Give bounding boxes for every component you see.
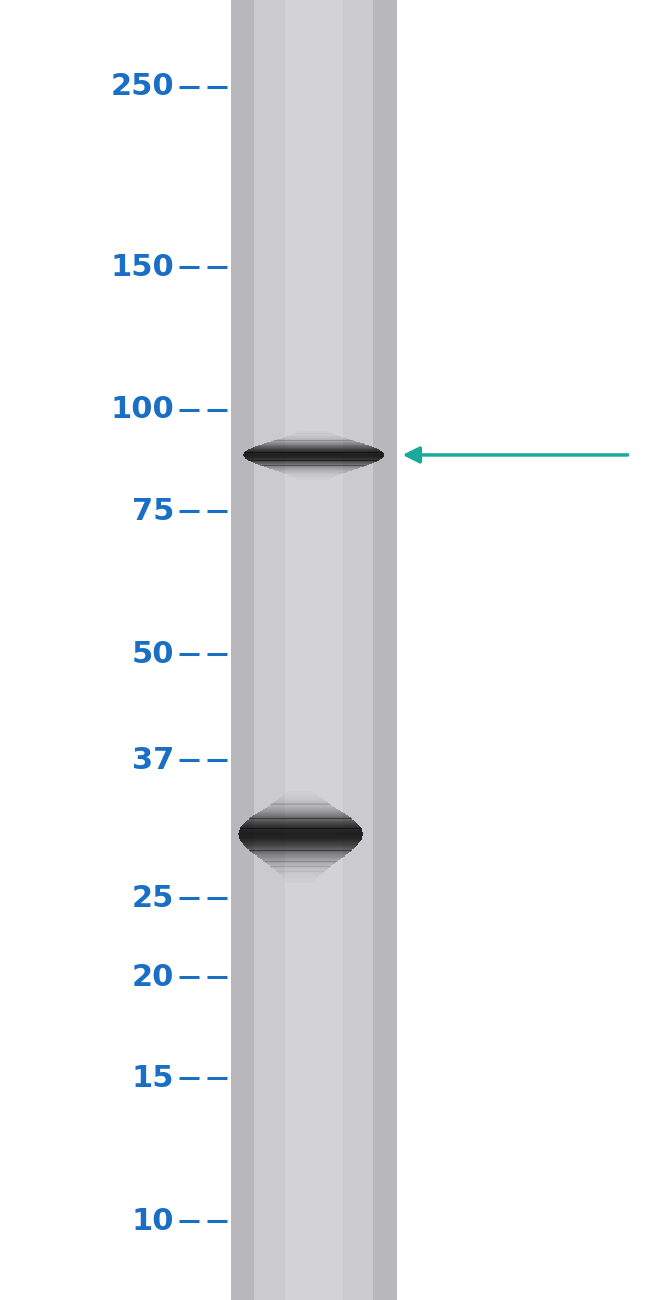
- Text: 75: 75: [132, 497, 174, 525]
- Bar: [265, 862, 337, 863]
- Bar: [268, 864, 333, 866]
- Bar: [231, 0, 396, 1300]
- Bar: [263, 861, 338, 862]
- Bar: [261, 859, 340, 861]
- Bar: [279, 872, 322, 874]
- Bar: [285, 0, 343, 1300]
- Bar: [280, 874, 321, 875]
- Bar: [274, 868, 327, 870]
- Text: 25: 25: [132, 884, 174, 913]
- Bar: [285, 879, 316, 880]
- Bar: [273, 867, 328, 870]
- Bar: [284, 878, 317, 879]
- Bar: [272, 866, 330, 868]
- Bar: [270, 866, 332, 867]
- Text: 250: 250: [111, 73, 174, 101]
- Text: 100: 100: [111, 395, 174, 424]
- Text: 15: 15: [132, 1063, 174, 1093]
- Bar: [287, 880, 315, 881]
- Bar: [266, 863, 335, 864]
- Bar: [249, 849, 352, 850]
- Bar: [287, 881, 314, 883]
- Bar: [254, 853, 348, 854]
- Bar: [254, 0, 373, 1300]
- Bar: [278, 871, 324, 872]
- Text: 37: 37: [132, 746, 174, 775]
- Text: 10: 10: [132, 1206, 174, 1236]
- Bar: [255, 854, 346, 855]
- Bar: [283, 876, 318, 878]
- Text: 50: 50: [132, 640, 174, 668]
- Bar: [252, 852, 350, 853]
- Bar: [250, 850, 351, 852]
- Bar: [276, 870, 325, 871]
- Bar: [281, 875, 320, 876]
- Bar: [258, 857, 343, 858]
- Text: 20: 20: [132, 962, 174, 992]
- Bar: [257, 855, 344, 857]
- Text: 150: 150: [111, 252, 174, 282]
- Bar: [260, 858, 341, 859]
